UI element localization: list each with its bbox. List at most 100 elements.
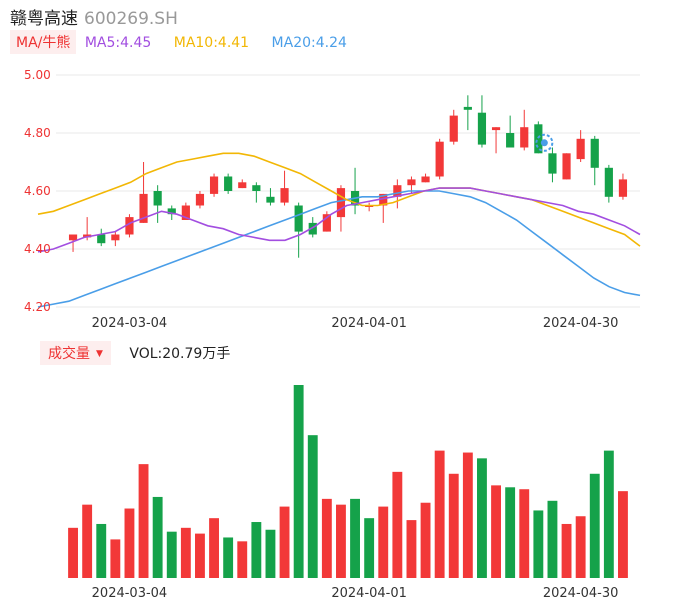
volume-bar: [265, 529, 276, 578]
volume-bar: [533, 510, 544, 578]
ma5-label: MA5:4.45: [84, 35, 152, 51]
volume-bar: [68, 527, 78, 578]
x-tick-label: 2024-04-01: [331, 316, 407, 331]
candle: [238, 179, 247, 189]
y-tick-label: 4.80: [24, 126, 51, 140]
volume-bar: [110, 539, 121, 578]
candle: [365, 202, 374, 212]
candle-body: [153, 191, 162, 206]
candle-body: [209, 176, 219, 194]
candle-body: [280, 188, 289, 203]
y-tick-label: 4.60: [24, 184, 51, 198]
candle: [520, 109, 529, 151]
candle-body: [111, 234, 120, 241]
candle: [252, 182, 261, 203]
selection-marker-icon[interactable]: [535, 133, 554, 152]
volume-bar: [491, 485, 501, 578]
volume-bar: [618, 491, 628, 578]
volume-bars: [68, 385, 628, 578]
candle-body: [491, 127, 501, 131]
volume-bar: [420, 502, 431, 578]
candle: [548, 147, 557, 183]
candle: [350, 167, 360, 215]
ma5-line: [37, 187, 641, 253]
candle: [322, 211, 331, 232]
volume-bar: [251, 522, 262, 578]
volume-bar: [336, 504, 346, 578]
candle-body: [393, 185, 402, 197]
y-tick-label: 4.20: [24, 300, 51, 314]
candle-body: [379, 193, 388, 206]
candle-body: [195, 193, 205, 206]
volume-bar: [477, 458, 487, 578]
ma10-line: [37, 152, 641, 247]
volume-bar: [589, 473, 600, 578]
volume-bar: [321, 498, 332, 578]
candle: [562, 153, 571, 180]
candle: [139, 162, 148, 223]
volume-bar: [279, 506, 290, 578]
volume-bar: [603, 450, 614, 578]
candle-body: [590, 138, 599, 168]
candle: [125, 214, 134, 238]
candle-body: [562, 153, 571, 180]
candle-body: [520, 127, 529, 148]
volume-tag-label: 成交量: [48, 346, 90, 362]
volume-bar: [547, 500, 558, 578]
candle-body: [294, 205, 303, 232]
caret-down-icon: ▼: [96, 349, 103, 359]
ma-lines: [37, 152, 641, 308]
candle-body: [576, 138, 585, 160]
x-tick-label: 2024-04-30: [543, 316, 619, 331]
volume-selector-button[interactable]: 成交量 ▼: [40, 341, 111, 365]
candle-body: [125, 217, 134, 235]
stock-code: 600269.SH: [84, 9, 178, 29]
candle: [435, 138, 444, 180]
volume-bar: [307, 435, 318, 578]
volume-value: VOL:20.79万手: [129, 346, 231, 362]
candle: [618, 173, 628, 200]
candle-body: [604, 167, 613, 197]
volume-bar: [138, 464, 149, 578]
candle-body: [224, 176, 233, 191]
candle: [224, 173, 233, 194]
candle-body: [435, 141, 444, 177]
candle-body: [97, 234, 106, 244]
ma20-label: MA20:4.24: [271, 35, 347, 51]
volume-bar: [237, 541, 248, 578]
candle: [463, 95, 472, 131]
ma-selector-button[interactable]: MA/牛熊: [10, 30, 77, 54]
candle-body: [266, 196, 275, 203]
volume-legend: 成交量 ▼ VOL:20.79万手: [40, 341, 230, 365]
price-axis-labels: 5.00 4.80 4.60 4.40 4.20: [24, 68, 51, 314]
candle: [111, 231, 120, 247]
candle: [477, 95, 487, 148]
volume-bar: [448, 473, 459, 578]
candle: [266, 188, 275, 206]
volume-bar: [462, 452, 473, 578]
y-tick-label: 4.40: [24, 242, 51, 256]
ma-legend: MA/牛熊 MA5:4.45 MA10:4.41 MA20:4.24: [10, 30, 365, 54]
candle-body: [167, 208, 176, 215]
candle-body: [548, 153, 557, 174]
candle-body: [449, 115, 458, 142]
candle-body: [68, 234, 78, 241]
x-tick-label: 2024-03-04: [92, 586, 168, 601]
candle: [68, 234, 78, 252]
volume-bar: [209, 518, 219, 578]
volume-bar: [350, 498, 360, 578]
candle: [294, 202, 303, 258]
candle-body: [618, 179, 628, 197]
volume-bar: [293, 385, 304, 578]
volume-bar: [364, 518, 375, 578]
candle: [209, 173, 219, 197]
volume-bar: [82, 504, 93, 578]
volume-bar: [378, 506, 389, 578]
candle: [421, 173, 430, 183]
candle-body: [252, 185, 261, 191]
volume-bar: [180, 527, 191, 578]
candle: [280, 170, 289, 206]
volume-bar: [561, 523, 572, 578]
x-tick-label: 2024-04-01: [331, 586, 407, 601]
ma10-label: MA10:4.41: [173, 35, 250, 51]
